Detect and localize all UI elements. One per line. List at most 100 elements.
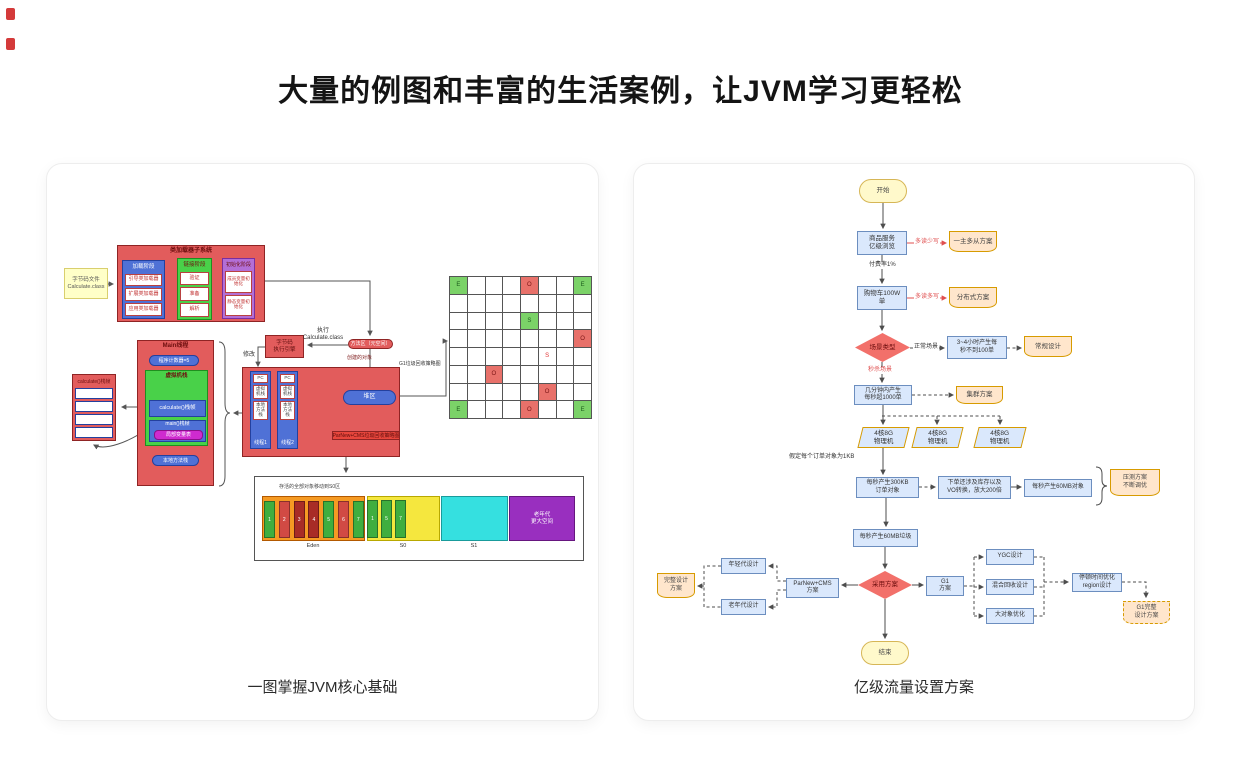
g1-cell-7-1 <box>467 401 486 419</box>
flow-60mb-obj-node: 每秒产生60MB对象 <box>1024 479 1092 497</box>
parnew-cms-strategy-label: ParNew+CMS垃圾回收策略图 <box>332 431 400 440</box>
g1-cell-6-7 <box>574 383 592 402</box>
classloader-subsystem-box: 类加载器子系统 加载阶段 引导类加载器 扩展类加载器 应用类加载器 链接阶段 验… <box>117 245 265 322</box>
g1-cell-5-3 <box>503 365 521 384</box>
extension-loader: 扩展类加载器 <box>125 288 162 302</box>
eden-bar-6: 6 <box>338 501 349 538</box>
g1-cell-0-3 <box>503 277 521 295</box>
flow-machine-1: 4核8G 物理机 <box>857 427 910 448</box>
eden-bar-1: 1 <box>264 501 275 538</box>
thread-label-2: 线程2 <box>281 440 294 446</box>
local-var-table-item: 局部变量表 <box>75 388 113 399</box>
flow-master-slave-doc: 一主多从方案 <box>949 231 997 252</box>
g1-cell-4-1 <box>467 348 486 366</box>
native-stack-pill: 本地方法栈 <box>152 455 199 466</box>
g1-cell-6-4 <box>521 383 539 402</box>
g1-cell-5-5 <box>538 365 557 384</box>
flow-old-node: 老年代设计 <box>721 599 766 615</box>
g1-cell-4-3 <box>503 348 521 366</box>
flow-start-node: 开始 <box>859 179 907 203</box>
eden-label: Eden <box>306 543 320 549</box>
g1-cell-2-6 <box>556 312 575 331</box>
s0-bar-1: 1 <box>367 500 378 538</box>
calc-frame-detail-box: calculate()栈帧 局部变量表 操作数栈 动态链接 方法出口 <box>72 374 116 441</box>
flow-machine-2: 4核8G 物理机 <box>911 427 964 448</box>
init-stage-box: 初始化阶段 成员变量初始化 静态变量初始化 <box>222 258 255 319</box>
bytecode-file-note: 字节码文件 Calculate.class <box>64 268 108 299</box>
g1-cell-3-5 <box>538 330 557 348</box>
g1-cell-3-7: O <box>574 330 592 348</box>
s1-label: S1 <box>470 543 478 549</box>
runtime-area-box: PC 虚拟机栈 本地方法栈 线程1 PC 虚拟机栈 本地方法栈 线程2 堆区 ParNew+… <box>242 367 400 457</box>
flow-g1-full-doc: G1完整 设计方案 <box>1123 601 1170 624</box>
g1-cell-3-1 <box>467 330 486 348</box>
pay-rate-edge-label: 付费率1% <box>868 262 897 269</box>
g1-cell-6-5: O <box>538 383 557 402</box>
corner-marker-2 <box>6 38 15 50</box>
flow-machine-3: 4核8G 物理机 <box>973 427 1027 448</box>
prepare-step: 准备 <box>180 287 209 302</box>
eden-bar-4: 4 <box>308 501 320 538</box>
flow-end-node: 结束 <box>861 641 909 665</box>
application-loader: 应用类加载器 <box>125 303 162 316</box>
g1-cell-0-2 <box>485 277 504 295</box>
g1-cell-6-6 <box>556 383 575 402</box>
g1-cell-3-3 <box>503 330 521 348</box>
g1-cell-4-6 <box>556 348 575 366</box>
g1-cell-4-0 <box>450 348 468 366</box>
g1-cell-7-7: E <box>574 401 592 419</box>
s0-label: S0 <box>399 543 407 549</box>
g1-cell-4-2 <box>485 348 504 366</box>
flow-300kb-node: 每秒产生300KB 订单对象 <box>856 477 919 498</box>
method-exit-item: 方法出口 <box>75 427 113 438</box>
g1-cell-3-6 <box>556 330 575 348</box>
g1-cell-6-2 <box>485 383 504 402</box>
g1-cell-1-4 <box>521 294 539 313</box>
static-var-init: 静态变量初始化 <box>225 294 252 316</box>
flow-normal-design-doc: 常规设计 <box>1024 336 1072 357</box>
flow-normal-rate-node: 3~4小时产生每 秒不到100单 <box>947 336 1007 359</box>
eden-bar-2: 2 <box>278 501 290 538</box>
g1-cell-1-1 <box>467 294 486 313</box>
s0-bar-7: 7 <box>395 500 406 538</box>
operand-stack-item: 操作数栈 <box>75 401 113 412</box>
read-more-edge-label: 多读多写 <box>914 294 941 301</box>
flow-big-obj-node: 大对象优化 <box>986 608 1034 624</box>
flow-scene-diamond: 场景类型 <box>855 333 910 362</box>
g1-cell-5-4 <box>521 365 539 384</box>
created-objects-label: 创建的对象 <box>347 355 373 361</box>
init-stage-title: 初始化阶段 <box>225 262 251 268</box>
g1-cell-5-0 <box>450 365 468 384</box>
g1-cell-7-4: O <box>521 401 539 419</box>
thread-1-column: PC 虚拟机栈 本地方法栈 线程1 <box>250 371 271 449</box>
flow-vo-node: 下单还涉及库存以及 VO转换，放大200倍 <box>938 476 1011 499</box>
link-stage-title: 链接阶段 <box>183 262 206 268</box>
g1-cell-1-7 <box>574 294 592 313</box>
g1-cell-2-5 <box>538 312 557 331</box>
flow-distributed-doc: 分布式方案 <box>949 287 997 308</box>
g1-cell-0-4: O <box>521 277 539 295</box>
g1-cell-1-3 <box>503 294 521 313</box>
bytecode-engine-box: 字节码 执行引擎 <box>265 335 304 358</box>
main-frame: main()栈帧 局部变量表 <box>149 420 206 442</box>
load-stage-box: 加载阶段 引导类加载器 扩展类加载器 应用类加载器 <box>122 260 165 319</box>
g1-cell-4-5: S <box>538 348 557 366</box>
thread-label-1: 线程1 <box>254 440 267 446</box>
main-thread-box: Main线程 程序计数器=5 虚拟机栈 calculate()栈帧 main()… <box>137 340 214 486</box>
g1-cell-0-1 <box>467 277 486 295</box>
g1-cell-5-1 <box>467 365 486 384</box>
flow-browse-node: 商品服务 亿级浏览 <box>857 231 907 255</box>
vm-stack-box: 虚拟机栈 calculate()栈帧 main()栈帧 局部变量表 <box>145 370 208 446</box>
read-less-edge-label: 多读少写 <box>914 239 941 246</box>
flow-mixed-node: 混合回收设计 <box>986 579 1034 595</box>
eden-bar-3: 3 <box>293 501 305 538</box>
thread-part-2: 本地方法栈 <box>253 400 268 420</box>
verify-step: 验证 <box>180 271 209 286</box>
g1-cell-4-4 <box>521 348 539 366</box>
left-caption: 一图掌握JVM核心基础 <box>247 679 398 696</box>
g1-cell-5-2: O <box>485 365 504 384</box>
seckill-scene-edge-label: 秒杀场景 <box>867 367 894 374</box>
gc-note-label: 存活的全部对象移动到S0区 <box>279 484 341 490</box>
flow-pause-node: 停顿时间优化 region设计 <box>1072 573 1122 592</box>
